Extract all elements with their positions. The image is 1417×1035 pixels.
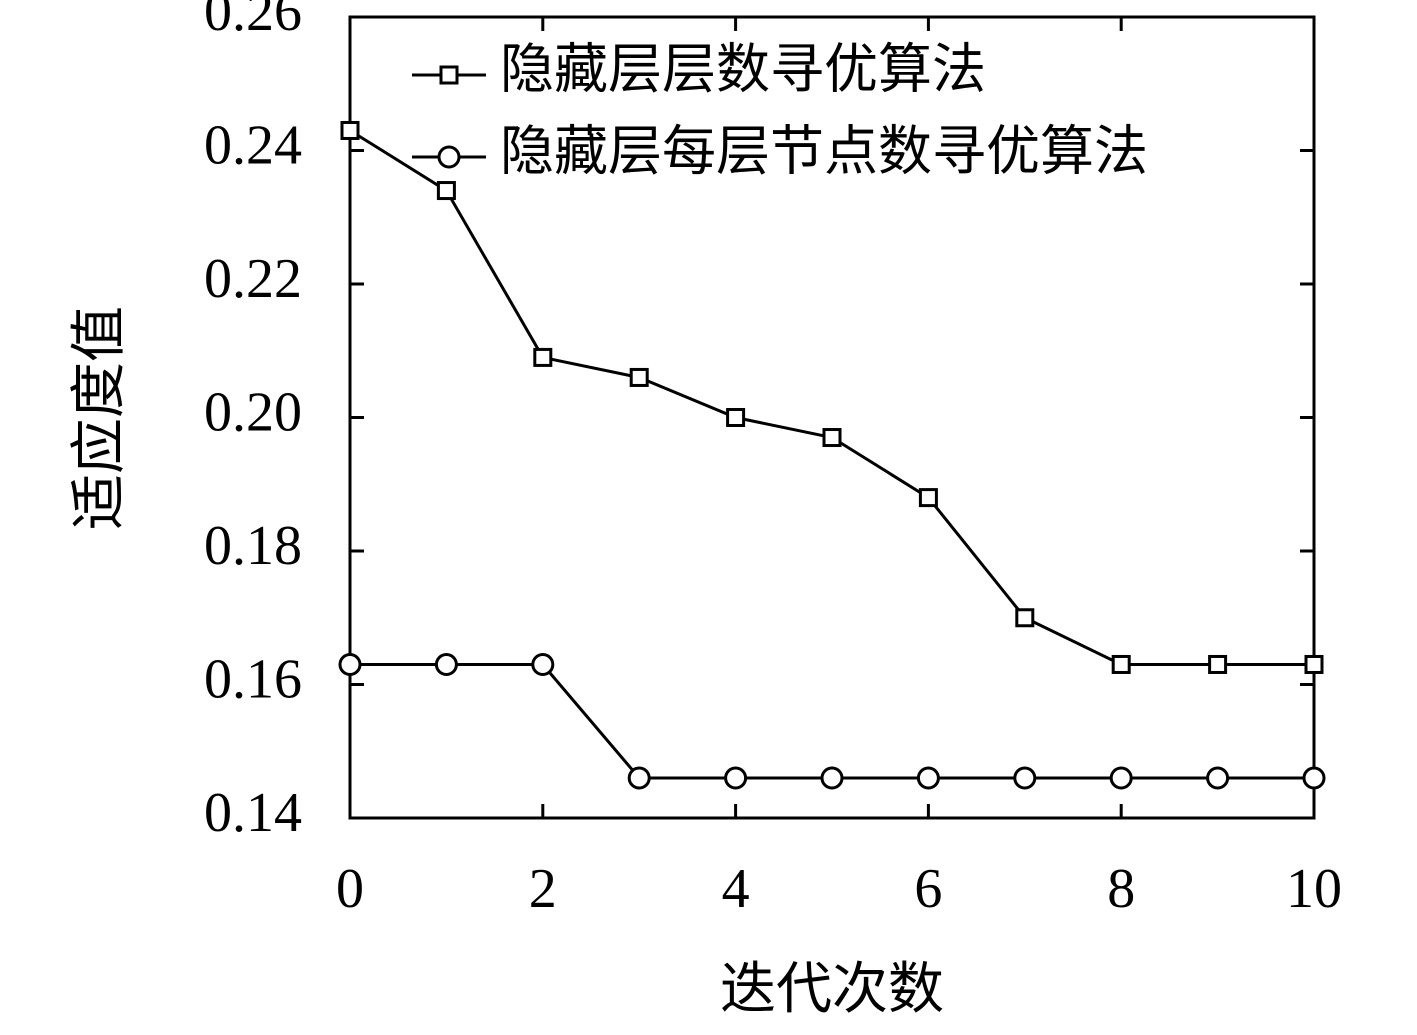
data-point xyxy=(1302,766,1326,790)
y-axis-label: 适应度值 xyxy=(69,306,131,530)
legend-text: 隐藏层层数寻优算法 xyxy=(500,39,986,99)
y-tick-label: 0.24 xyxy=(204,114,302,176)
plot-frame xyxy=(348,15,1316,820)
x-tick-label: 0 xyxy=(336,858,364,920)
series-line xyxy=(349,129,1314,666)
data-point xyxy=(434,652,458,676)
x-tick-label: 10 xyxy=(1286,858,1342,920)
data-point xyxy=(726,408,746,427)
data-point xyxy=(1206,766,1230,790)
y-tick-label: 0.22 xyxy=(204,248,302,310)
data-point xyxy=(340,120,360,140)
data-point xyxy=(1208,654,1228,674)
data-point xyxy=(724,766,748,790)
x-axis-label: 迭代次数 xyxy=(720,959,944,1021)
legend-text: 隐藏层每层节点数寻优算法 xyxy=(500,121,1148,181)
data-point xyxy=(533,347,553,367)
data-point xyxy=(627,766,651,790)
legend-marker xyxy=(437,145,461,169)
data-point xyxy=(918,488,938,508)
y-tick-label: 0.14 xyxy=(204,782,302,844)
data-point xyxy=(822,428,842,448)
data-point xyxy=(820,766,844,790)
data-point xyxy=(1013,766,1037,790)
data-point xyxy=(1304,654,1324,674)
series-line xyxy=(350,662,1314,780)
x-tick-label: 4 xyxy=(722,858,750,920)
data-point xyxy=(1109,766,1133,790)
data-point xyxy=(916,766,940,790)
data-point xyxy=(629,367,649,387)
x-tick-label: 6 xyxy=(914,858,942,920)
y-tick-label: 0.16 xyxy=(204,648,302,710)
y-tick-label: 0.18 xyxy=(204,515,302,577)
y-tick-label: 0.20 xyxy=(204,381,302,443)
x-tick-label: 8 xyxy=(1107,858,1135,920)
data-point xyxy=(531,652,555,676)
data-point xyxy=(1015,608,1035,628)
data-point xyxy=(338,652,362,676)
data-point xyxy=(436,181,456,201)
y-tick-label: 0.26 xyxy=(204,0,302,43)
legend-marker xyxy=(439,65,459,85)
data-point xyxy=(1111,654,1131,674)
x-tick-label: 2 xyxy=(529,858,557,920)
